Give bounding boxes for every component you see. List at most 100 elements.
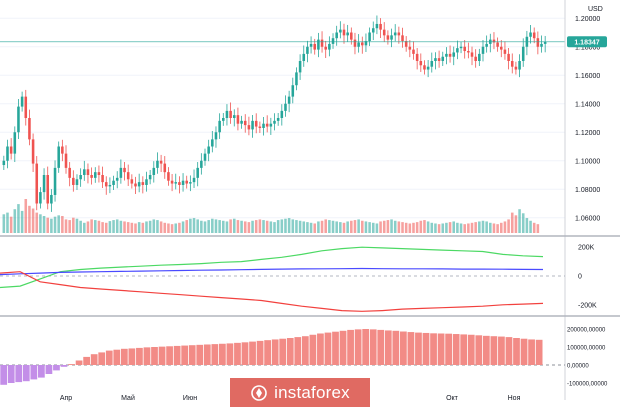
candle-body [478, 53, 481, 61]
volume-bar [20, 210, 24, 233]
volume-bar [123, 221, 126, 233]
candle-body [170, 180, 174, 184]
histogram-bar [445, 333, 452, 365]
volume-bar [236, 220, 240, 233]
candle-body [342, 29, 346, 36]
price-tick-label: 1.08000 [575, 187, 600, 194]
histogram-bar [339, 330, 347, 365]
candle-body [503, 49, 507, 54]
volume-bar [339, 222, 342, 233]
volume-bar [240, 220, 243, 233]
candle-body [430, 61, 434, 67]
candle-body [24, 96, 28, 118]
histogram-bar [407, 332, 415, 365]
volume-bar [390, 219, 393, 233]
volume-bar [50, 218, 53, 233]
histogram-bar [98, 352, 106, 365]
volume-bar [93, 220, 97, 233]
candle-body [540, 43, 543, 47]
volume-bar [287, 218, 291, 233]
volume-bar [478, 221, 481, 233]
candle-body [50, 194, 53, 204]
volume-bar [148, 220, 152, 233]
indicator-pane-histogram[interactable] [0, 329, 565, 385]
volume-bar [492, 223, 496, 233]
volume-bar [192, 218, 196, 233]
candle-body [335, 32, 338, 39]
candle-body [104, 182, 108, 187]
volume-bar [331, 220, 335, 233]
volume-bar [463, 224, 466, 233]
volume-bar [536, 224, 540, 233]
candle-body [280, 110, 284, 118]
candle-body [152, 167, 156, 175]
volume-bar [393, 220, 397, 233]
price-pane[interactable] [0, 0, 565, 235]
time-tick-label: Ноя [508, 395, 521, 402]
candle-body [79, 175, 82, 180]
volume-bar [371, 222, 375, 233]
price-tick-label: 1.20000 [575, 16, 600, 23]
candle-body [108, 184, 112, 187]
time-axis[interactable]: Апр Май Июн Окт Ноя [60, 394, 521, 402]
indicator-pane-lines[interactable] [0, 246, 565, 312]
indicator-lines [0, 246, 544, 312]
candle-body [42, 175, 46, 193]
candle-body [101, 175, 104, 183]
histogram-bar [392, 330, 400, 365]
candle-body [375, 23, 379, 29]
volume-bar [375, 223, 379, 233]
candle-body [379, 23, 382, 30]
histogram-bar [505, 337, 513, 365]
candle-body [459, 46, 463, 49]
volume-bar [295, 220, 298, 233]
histogram-bar [83, 356, 90, 365]
histogram-bar [279, 338, 287, 365]
histogram-bar [256, 340, 264, 365]
candle-body [167, 172, 170, 181]
histogram-bar [362, 329, 370, 365]
candle-body [232, 115, 236, 118]
histogram-bar [113, 349, 121, 365]
volume-bar [6, 212, 9, 233]
candle-body [148, 175, 152, 180]
volume-bar [130, 222, 134, 233]
candle-body [397, 32, 401, 36]
candle-body [247, 125, 251, 130]
histogram-bar [188, 345, 196, 365]
price-tick-label: 1.10000 [575, 158, 600, 165]
volume-bar [401, 222, 404, 233]
indicator-axis: 200K 0 -200K [578, 245, 597, 310]
candle-body [269, 123, 273, 127]
volume-bar [434, 223, 437, 233]
candle-body [309, 43, 313, 47]
volume-bar [141, 222, 145, 233]
volume-bar [137, 222, 141, 233]
candle-body [53, 167, 57, 195]
histogram-bar [286, 338, 294, 365]
volume-bar [251, 220, 254, 233]
volume-bar [156, 220, 159, 233]
price-axis[interactable]: 1.20000 1.18000 1.16000 1.14000 1.12000 1.100… [575, 16, 600, 223]
candle-body [456, 48, 459, 53]
volume-bar [211, 218, 214, 233]
candle-body [426, 66, 430, 70]
candle-body [284, 103, 287, 111]
candle-body [97, 172, 101, 175]
histogram-bar [460, 334, 468, 365]
volume-bar [291, 219, 295, 233]
volume-bar [529, 220, 532, 233]
candle-body [295, 72, 298, 86]
histogram-bar [90, 354, 98, 365]
candle-body [371, 28, 375, 33]
candle-body [521, 46, 525, 61]
candle-body [401, 35, 404, 42]
histogram-bar [173, 345, 181, 365]
candle-body [203, 153, 207, 161]
candle-body [200, 160, 203, 168]
candle-body [328, 43, 331, 50]
candle-body [404, 41, 408, 47]
candle-body [83, 169, 86, 175]
